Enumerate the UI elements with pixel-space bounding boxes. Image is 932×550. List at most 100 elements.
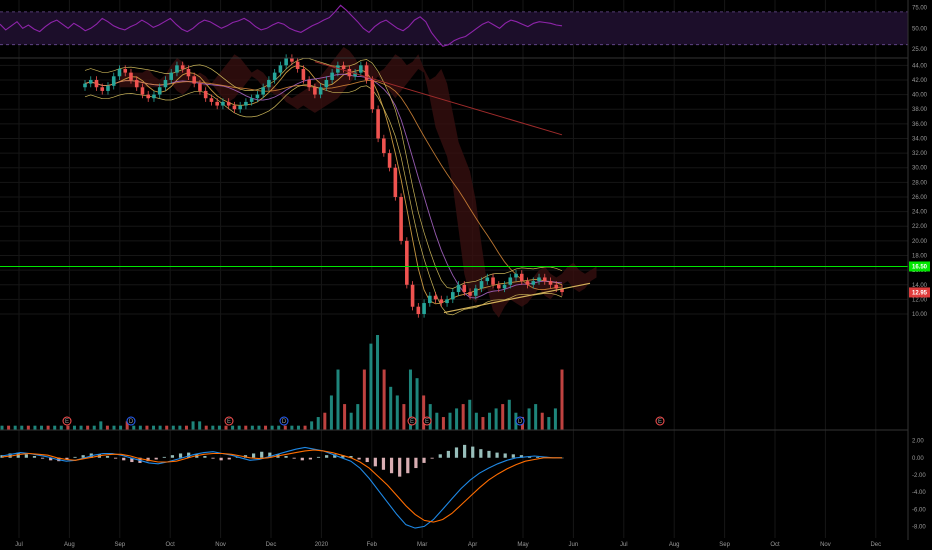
volume-bar — [329, 395, 333, 430]
macd-histogram-bar — [398, 457, 402, 477]
volume-bar — [290, 425, 294, 430]
volume-bar — [389, 386, 393, 430]
signal-line — [1, 449, 562, 523]
volume-bar — [277, 425, 281, 430]
candle-body — [405, 240, 409, 285]
x-tick-label: Jul — [15, 542, 23, 548]
candle-body — [232, 105, 237, 110]
macd-histogram-bar — [519, 455, 524, 458]
volume-bar — [231, 425, 235, 430]
event-marker-label: D — [129, 419, 134, 425]
x-tick-label: May — [517, 542, 528, 548]
candle-body — [537, 277, 541, 282]
macd-line — [1, 446, 562, 529]
macd-histogram-bar — [495, 452, 499, 458]
candle-body — [445, 299, 449, 304]
candle-body — [88, 79, 93, 84]
volume-bar — [474, 412, 478, 430]
price-y-tick-label: 14.00 — [912, 283, 928, 289]
candle-body — [209, 98, 214, 102]
earnings-marker — [407, 416, 417, 426]
x-tick-label: 2020 — [315, 542, 329, 548]
macd-histogram-bar — [349, 456, 353, 458]
macd-histogram-bar — [446, 450, 450, 458]
macd-histogram-bar — [227, 457, 231, 460]
event-marker-label: E — [227, 419, 231, 425]
rsi-band — [0, 11, 908, 45]
volume-bar — [376, 335, 380, 430]
volume-bar — [59, 425, 63, 430]
macd-histogram-bar — [357, 457, 361, 460]
macd-histogram-bar — [511, 454, 515, 458]
candle-body — [514, 273, 518, 278]
candle-body — [163, 79, 168, 88]
candle-body — [278, 65, 283, 73]
candle-body — [295, 61, 300, 69]
candle-body — [111, 76, 116, 86]
earnings-marker — [62, 416, 72, 426]
earnings-marker — [224, 416, 234, 426]
volume-bar — [53, 425, 57, 430]
macd-histogram-bar — [65, 457, 69, 460]
volume-bar — [86, 425, 90, 430]
volume-bar — [66, 425, 70, 430]
candle-body — [83, 83, 87, 88]
rsi-line — [0, 4, 563, 47]
macd-histogram-bar — [219, 457, 223, 461]
macd-histogram-bar — [122, 457, 126, 461]
price-y-tick-label: 22.00 — [912, 224, 928, 230]
macd-histogram-bar — [406, 457, 410, 474]
macd-y-tick-label: -8.00 — [912, 524, 926, 530]
candle-body — [554, 284, 559, 289]
candle-body — [267, 79, 271, 88]
candle-body — [140, 87, 145, 95]
macd-histogram-bar — [105, 456, 110, 458]
volume-bar — [270, 425, 274, 430]
candle-body — [353, 72, 357, 77]
price-y-tick-label: 44.00 — [912, 63, 928, 69]
macd-histogram-bar — [260, 451, 264, 458]
volume-bar — [310, 421, 314, 430]
volume-bar — [448, 412, 452, 430]
macd-histogram-bar — [292, 457, 296, 459]
earnings-marker — [422, 416, 432, 426]
macd-histogram-bar — [430, 457, 434, 459]
x-tick-label: Jun — [569, 542, 579, 548]
price-y-tick-label: 40.00 — [912, 93, 928, 99]
last-price-tag — [909, 287, 930, 298]
macd-histogram-bar — [341, 455, 345, 458]
volume-bar — [428, 404, 432, 430]
price-y-tick-label: 32.00 — [912, 151, 928, 157]
macd-histogram-bar — [203, 456, 207, 458]
macd-histogram-bar — [178, 453, 183, 458]
x-tick-label: Feb — [367, 542, 378, 548]
volume-bar — [415, 378, 419, 430]
macd-histogram-bar — [32, 456, 37, 458]
volume-bar — [540, 412, 544, 430]
macd-histogram-bar — [268, 452, 272, 458]
candle-body — [508, 277, 513, 285]
candle-body — [370, 79, 375, 110]
macd-histogram-bar — [422, 457, 426, 463]
price-y-tick-label: 26.00 — [912, 195, 928, 201]
x-tick-label: Dec — [870, 542, 881, 548]
volume-bar — [72, 425, 76, 430]
volume-bar — [283, 425, 287, 430]
candle-body — [341, 65, 346, 69]
level-tag — [909, 261, 930, 272]
volume-bar — [547, 417, 551, 430]
candle-body — [307, 79, 311, 88]
candle-body — [318, 87, 323, 95]
price-y-tick-label: 42.00 — [912, 78, 928, 84]
candle-body — [399, 196, 403, 241]
macd-histogram-bar — [211, 457, 215, 459]
volume-bar — [343, 404, 347, 430]
candle-body — [272, 72, 277, 80]
volume-bar — [237, 425, 241, 430]
volume-bar — [356, 404, 360, 430]
volume-bar — [296, 425, 300, 430]
candle-body — [226, 101, 231, 106]
volume-bar — [224, 425, 228, 430]
macd-histogram-bar — [454, 447, 459, 458]
